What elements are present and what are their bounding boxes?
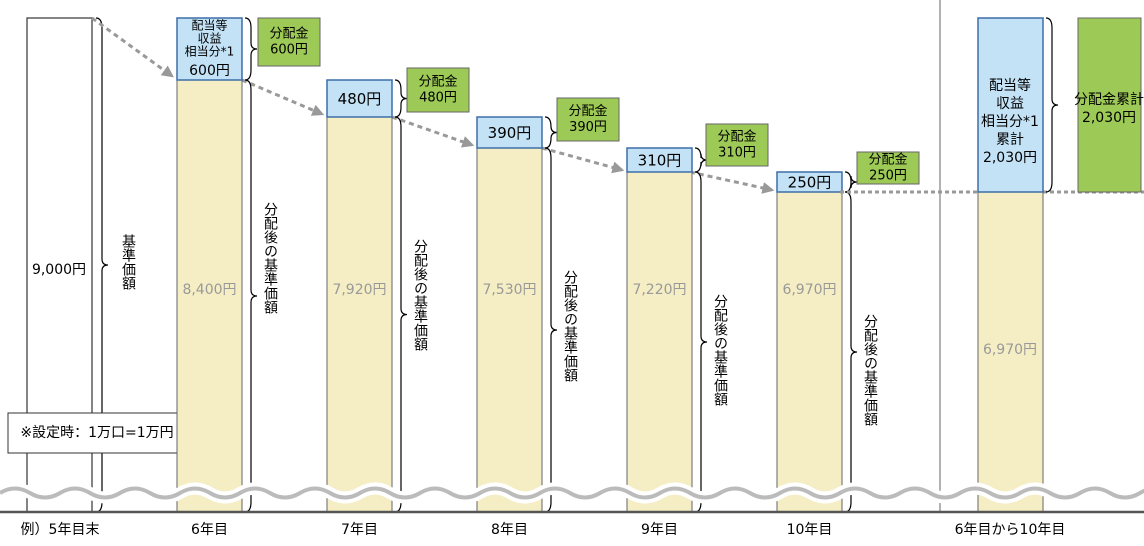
income-value: 310円 xyxy=(638,152,682,170)
vertical-label: 分配後の基準価額 xyxy=(412,239,428,351)
distribution-label: 分配金 xyxy=(418,74,457,90)
distribution-value: 390円 xyxy=(569,120,607,135)
trend-arrow xyxy=(91,16,174,78)
trend-arrow xyxy=(541,146,625,174)
brace xyxy=(1045,17,1059,193)
trend-arrow xyxy=(689,170,775,194)
base-value: 9,000円 xyxy=(32,262,86,278)
distribution-box xyxy=(856,151,920,185)
brace xyxy=(394,79,408,118)
trend-arrow xyxy=(241,78,325,116)
distribution-label: 分配金 xyxy=(717,129,756,145)
distribution-value: 600円 xyxy=(270,43,308,58)
income-note: 配当等 xyxy=(989,77,1031,94)
income-box xyxy=(476,116,543,149)
total-income-box xyxy=(977,17,1044,193)
income-value: 600円 xyxy=(189,63,230,79)
distribution-value: 310円 xyxy=(718,146,756,161)
income-note: 収益 xyxy=(197,32,221,46)
income-note: 相当分*1 xyxy=(981,114,1039,130)
year-label: 7年目 xyxy=(341,522,378,538)
after-value: 7,220円 xyxy=(632,282,686,298)
after-value: 8,400円 xyxy=(182,282,236,298)
income-value: 480円 xyxy=(338,90,382,108)
income-box xyxy=(326,79,393,118)
income-note: 配当等 xyxy=(191,19,227,33)
brace xyxy=(394,116,408,513)
trend-arrow xyxy=(391,115,475,148)
vertical-label: 分配後の基準価額 xyxy=(862,314,878,426)
year-label: 6年目 xyxy=(191,522,228,538)
distribution-box xyxy=(556,97,620,142)
distribution-label: 分配金 xyxy=(868,152,907,168)
distribution-box xyxy=(406,67,470,113)
total-income-value: 2,030円 xyxy=(983,150,1037,166)
total-after-bar xyxy=(977,191,1044,513)
year-label: 例）5年目末 xyxy=(21,522,100,538)
income-box xyxy=(176,17,243,81)
brace xyxy=(244,79,258,513)
distribution-value: 250円 xyxy=(869,169,907,184)
vertical-label: 分配後の基準価額 xyxy=(262,202,278,314)
total-income-label: 累計 xyxy=(996,132,1024,148)
year-label: 8年目 xyxy=(491,522,528,538)
after-value: 7,920円 xyxy=(332,282,386,298)
brace xyxy=(544,116,558,149)
distribution-value: 480円 xyxy=(419,91,457,106)
distribution-box xyxy=(257,17,321,67)
vertical-label: 基準価額 xyxy=(120,233,136,290)
brace xyxy=(544,147,558,513)
income-note: 収益 xyxy=(996,96,1024,112)
income-box xyxy=(776,171,843,193)
brace xyxy=(694,171,708,513)
year-label: 10年目 xyxy=(787,522,833,538)
after-bar xyxy=(776,191,843,513)
income-note: 相当分*1 xyxy=(185,45,235,59)
year-label: 9年目 xyxy=(641,522,678,538)
distribution-box xyxy=(705,123,769,167)
brace xyxy=(844,171,858,193)
total-distribution-box xyxy=(1077,17,1142,193)
total-after-value: 6,970円 xyxy=(983,342,1037,358)
distribution-label: 分配金 xyxy=(568,103,607,119)
after-bar xyxy=(476,147,543,513)
after-value: 7,530円 xyxy=(482,282,536,298)
income-box xyxy=(626,147,693,173)
income-value: 250円 xyxy=(788,174,832,192)
after-bar xyxy=(626,171,693,513)
brace xyxy=(694,147,708,173)
brace xyxy=(844,191,858,513)
distribution-label: 分配金 xyxy=(269,26,308,42)
brace xyxy=(244,17,258,81)
wave xyxy=(0,486,1144,500)
total-distribution-label: 分配金累計 xyxy=(1074,92,1144,108)
vertical-label: 分配後の基準価額 xyxy=(562,270,578,382)
after-bar xyxy=(326,116,393,513)
note: ※設定時：1万口=1万円 xyxy=(20,425,173,441)
income-value: 390円 xyxy=(488,124,532,142)
after-value: 6,970円 xyxy=(782,282,836,298)
note-box xyxy=(7,412,187,454)
year-label: 6年目から10年目 xyxy=(955,522,1066,538)
total-distribution-value: 2,030円 xyxy=(1082,110,1136,126)
vertical-label: 分配後の基準価額 xyxy=(712,294,728,406)
